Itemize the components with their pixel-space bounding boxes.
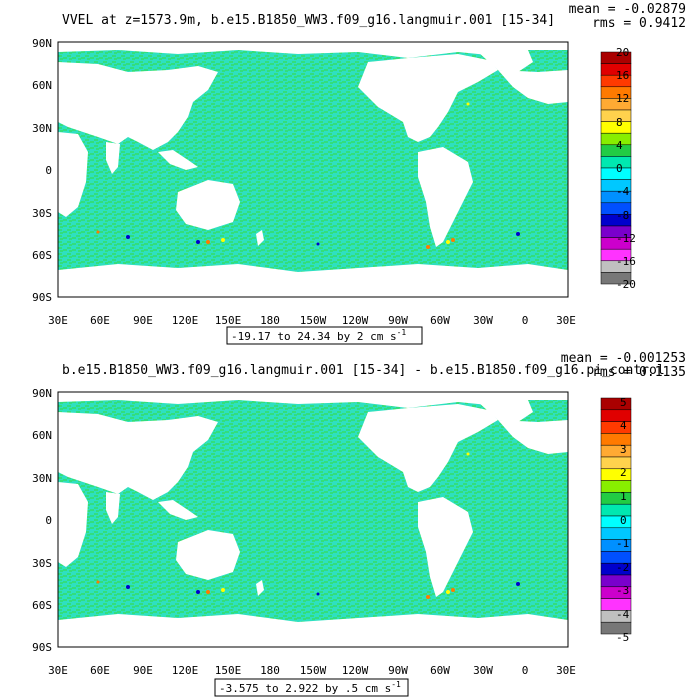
panel-1-lat-axis: 90N 60N 30N 0 30S 60S 90S	[32, 37, 52, 304]
panel-1-range-box: -19.17 to 24.34 by 2 cm s-1	[226, 326, 423, 345]
lat-label: 90S	[32, 291, 52, 304]
panel-1-title: VVEL at z=1573.9m, b.e15.B1850_WW3.f09_g…	[62, 13, 555, 28]
colorbar-label: 3	[620, 443, 627, 456]
lon-label: 120E	[172, 314, 199, 327]
colorbar-swatch	[600, 621, 632, 635]
panel-1-colorbar	[600, 51, 632, 285]
panel-2: b.e15.B1850_WW3.f09_g16.langmuir.001 [15…	[32, 351, 686, 697]
lon-label: 60W	[430, 664, 450, 677]
colorbar-swatch	[600, 272, 632, 285]
lon-label: 150E	[215, 314, 242, 327]
lon-label: 120W	[342, 664, 369, 677]
lon-label: 60E	[90, 664, 110, 677]
panel-2-mean: mean = -0.001253	[561, 351, 686, 366]
colorbar-label: -16	[616, 255, 636, 268]
lon-label: 150E	[215, 664, 242, 677]
colorbar-label: -20	[616, 278, 636, 291]
colorbar-label: 4	[616, 139, 623, 152]
lon-label: 0	[522, 664, 529, 677]
lat-label: 60S	[32, 599, 52, 612]
lon-label: 90E	[133, 314, 153, 327]
lat-label: 90S	[32, 641, 52, 654]
lat-label: 60S	[32, 249, 52, 262]
lat-label: 60N	[32, 429, 52, 442]
colorbar-label: 20	[616, 46, 629, 59]
panel-1-mean: mean = -0.02879	[569, 2, 686, 17]
lon-label: 120W	[342, 314, 369, 327]
panel-1-rms: rms = 0.9412	[592, 16, 686, 31]
colorbar-label: 8	[616, 116, 623, 129]
colorbar-label: 4	[620, 419, 627, 432]
lat-label: 30N	[32, 472, 52, 485]
lon-label: 30W	[473, 314, 493, 327]
colorbar-label: -3	[616, 584, 629, 597]
panel-2-map	[57, 391, 569, 648]
colorbar-label: -4	[616, 608, 630, 621]
panel-2-range-box: -3.575 to 2.922 by .5 cm s-1	[214, 678, 409, 697]
lon-label: 180	[260, 664, 280, 677]
panel-2-colorbar	[600, 397, 632, 635]
colorbar-label: 5	[620, 396, 627, 409]
lon-label: 120E	[172, 664, 199, 677]
lon-label: 60W	[430, 314, 450, 327]
colorbar-label: -12	[616, 232, 636, 245]
lat-label: 30S	[32, 207, 52, 220]
panel-2-lon-axis: 30E 60E 90E 120E 150E 180 150W 120W 90W …	[48, 664, 576, 677]
lat-label: 30N	[32, 122, 52, 135]
lon-label: 90W	[388, 314, 408, 327]
colorbar-label: 2	[620, 466, 627, 479]
lon-label: 90E	[133, 664, 153, 677]
colorbar-label: -4	[616, 185, 630, 198]
colorbar-label: -2	[616, 561, 629, 574]
lon-label: 150W	[300, 664, 327, 677]
panel-1-range: -19.17 to 24.34 by 2 cm s-1	[231, 328, 406, 343]
panel-2-title: b.e15.B1850_WW3.f09_g16.langmuir.001 [15…	[62, 363, 665, 378]
colorbar-label: 12	[616, 92, 629, 105]
panel-1: VVEL at z=1573.9m, b.e15.B1850_WW3.f09_g…	[32, 2, 686, 345]
lat-label: 30S	[32, 557, 52, 570]
panel-2-range: -3.575 to 2.922 by .5 cm s-1	[219, 680, 401, 695]
lon-label: 180	[260, 314, 280, 327]
colorbar-label: 1	[620, 490, 627, 503]
lon-label: 30E	[48, 664, 68, 677]
panel-2-colorbar-labels: 5 4 3 2 1 0 -1 -2 -3 -4 -5	[616, 396, 630, 644]
panel-2-lat-axis: 90N 60N 30N 0 30S 60S 90S	[32, 387, 52, 654]
colorbar-label: -5	[616, 631, 629, 644]
lon-label: 30W	[473, 664, 493, 677]
lon-label: 60E	[90, 314, 110, 327]
lon-label: 30E	[48, 314, 68, 327]
colorbar-label: -8	[616, 209, 629, 222]
panel-2-rms: rms = 0.1135	[592, 365, 686, 380]
lat-label: 0	[45, 514, 52, 527]
colorbar-label: 0	[620, 514, 627, 527]
colorbar-label: 0	[616, 162, 623, 175]
panel-1-colorbar-labels: 20 16 12 8 4 0 -4 -8 -12 -16 -20	[616, 46, 636, 291]
lon-label: 0	[522, 314, 529, 327]
panel-1-map	[57, 41, 569, 298]
lon-label: 90W	[388, 664, 408, 677]
lat-label: 90N	[32, 387, 52, 400]
colorbar-label: 16	[616, 69, 629, 82]
lon-label: 30E	[556, 314, 576, 327]
lat-label: 60N	[32, 79, 52, 92]
lat-label: 0	[45, 164, 52, 177]
colorbar-label: -1	[616, 537, 629, 550]
lon-label: 150W	[300, 314, 327, 327]
lat-label: 90N	[32, 37, 52, 50]
panel-1-lon-axis: 30E 60E 90E 120E 150E 180 150W 120W 90W …	[48, 314, 576, 327]
lon-label: 30E	[556, 664, 576, 677]
